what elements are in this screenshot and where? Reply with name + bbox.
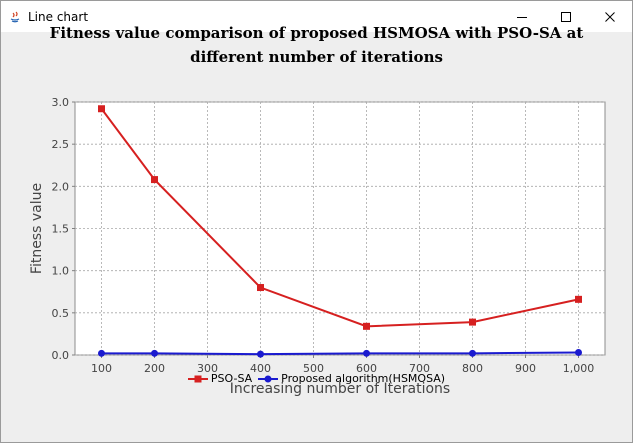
legend-swatch — [187, 375, 208, 382]
data-point — [363, 349, 370, 357]
y-tick-label: 3.0 — [52, 96, 70, 109]
data-point — [363, 322, 370, 330]
data-point — [469, 349, 476, 357]
java-app-icon — [10, 11, 20, 23]
x-tick-label: 800 — [462, 362, 483, 375]
minimize-button[interactable] — [500, 1, 544, 32]
data-point — [257, 284, 264, 292]
y-tick-label: 0.0 — [52, 349, 70, 362]
x-tick-label: 700 — [409, 362, 430, 375]
series-line-0 — [100, 108, 579, 328]
y-tick-label: 1.0 — [52, 265, 70, 278]
chart-legend: PSO-SA Proposed algorithm(HSMOSA) — [1, 372, 632, 385]
data-point — [575, 348, 582, 356]
series-line-1 — [101, 351, 579, 356]
x-tick-label: 400 — [250, 362, 271, 375]
data-point — [98, 105, 105, 113]
x-tick-label: 500 — [303, 362, 324, 375]
title-bar[interactable]: Line chart — [1, 1, 632, 32]
data-point — [575, 295, 582, 303]
x-tick-label: 900 — [515, 362, 536, 375]
x-tick-label: 300 — [197, 362, 218, 375]
maximize-icon — [561, 11, 571, 22]
y-tick-label: 0.5 — [52, 307, 70, 320]
data-point — [257, 350, 264, 358]
x-tick-label: 100 — [91, 362, 112, 375]
data-point — [469, 318, 476, 326]
legend-label: PSO-SA — [210, 372, 253, 385]
maximize-button[interactable] — [544, 1, 588, 32]
data-point — [151, 176, 158, 184]
legend-label: Proposed algorithm(HSMOSA) — [281, 372, 446, 385]
legend-swatch — [258, 375, 279, 382]
window-title: Line chart — [28, 10, 89, 24]
close-icon — [605, 11, 615, 22]
x-axis-label: Increasing number of Iterations — [230, 381, 450, 397]
y-tick-label: 2.0 — [52, 180, 70, 193]
data-point — [151, 349, 158, 357]
y-tick-label: 1.5 — [52, 223, 70, 236]
x-tick-label: 600 — [356, 362, 377, 375]
chart-title: Fitness value comparison of proposed HSM… — [49, 24, 584, 66]
close-button[interactable] — [588, 1, 632, 32]
data-point — [98, 349, 105, 357]
x-tick-label: 1,000 — [563, 362, 595, 375]
legend-item: PSO-SA — [187, 372, 253, 385]
x-tick-label: 200 — [144, 362, 165, 375]
y-tick-label: 2.5 — [52, 138, 70, 151]
minimize-icon — [517, 16, 527, 18]
legend-item: Proposed algorithm(HSMOSA) — [258, 372, 445, 385]
y-axis-label: Fitness value — [29, 183, 45, 274]
